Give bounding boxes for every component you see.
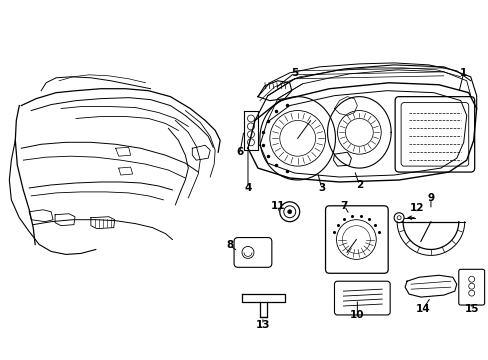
Text: 15: 15: [464, 304, 478, 314]
Text: 9: 9: [427, 193, 434, 203]
Text: 8: 8: [226, 240, 233, 251]
Text: 1: 1: [459, 68, 467, 78]
Text: 4: 4: [244, 183, 251, 193]
Text: 12: 12: [409, 203, 424, 213]
Text: 13: 13: [255, 320, 269, 330]
Circle shape: [287, 210, 291, 214]
Text: 11: 11: [270, 201, 285, 211]
Text: 3: 3: [317, 183, 325, 193]
Text: 7: 7: [340, 201, 347, 211]
Text: 10: 10: [349, 310, 364, 320]
Text: 6: 6: [236, 147, 243, 157]
Text: 2: 2: [355, 180, 362, 190]
Text: 5: 5: [290, 68, 298, 78]
Text: 14: 14: [415, 304, 429, 314]
